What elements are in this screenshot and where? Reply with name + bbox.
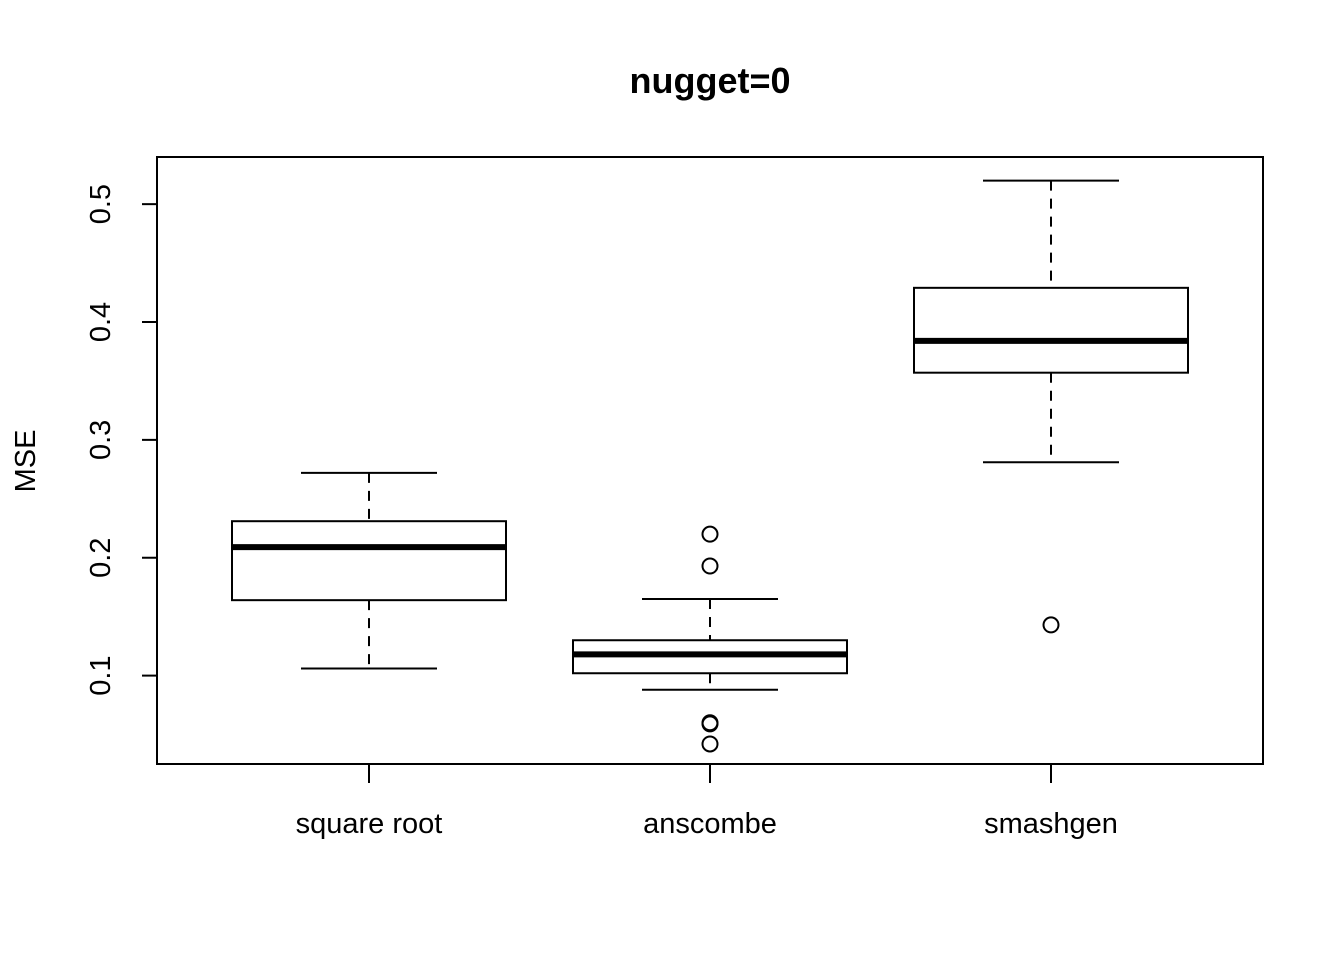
chart-marks: 0.1 0.2 0.3 0.4 0.5 square root anscombe smashg… — [85, 179, 1189, 840]
x-tick-label: smashgen — [984, 808, 1118, 840]
outlier-point — [1042, 616, 1060, 634]
outlier-point — [701, 525, 719, 543]
box-0 — [231, 520, 507, 602]
y-tick-label: 0.1 — [85, 655, 117, 695]
x-tick-label: square root — [296, 808, 443, 840]
y-tick-label: 0.3 — [85, 420, 117, 460]
x-tick-label: anscombe — [643, 808, 777, 840]
outlier-point — [701, 735, 719, 753]
y-axis-label: MSE — [10, 430, 42, 493]
chart-title: nugget=0 — [629, 60, 790, 101]
box-2 — [913, 286, 1189, 374]
y-tick-label: 0.2 — [85, 538, 117, 578]
outlier-point — [701, 715, 719, 733]
y-tick-label: 0.4 — [85, 302, 117, 342]
y-tick-label: 0.5 — [85, 184, 117, 224]
outlier-point — [701, 557, 719, 575]
